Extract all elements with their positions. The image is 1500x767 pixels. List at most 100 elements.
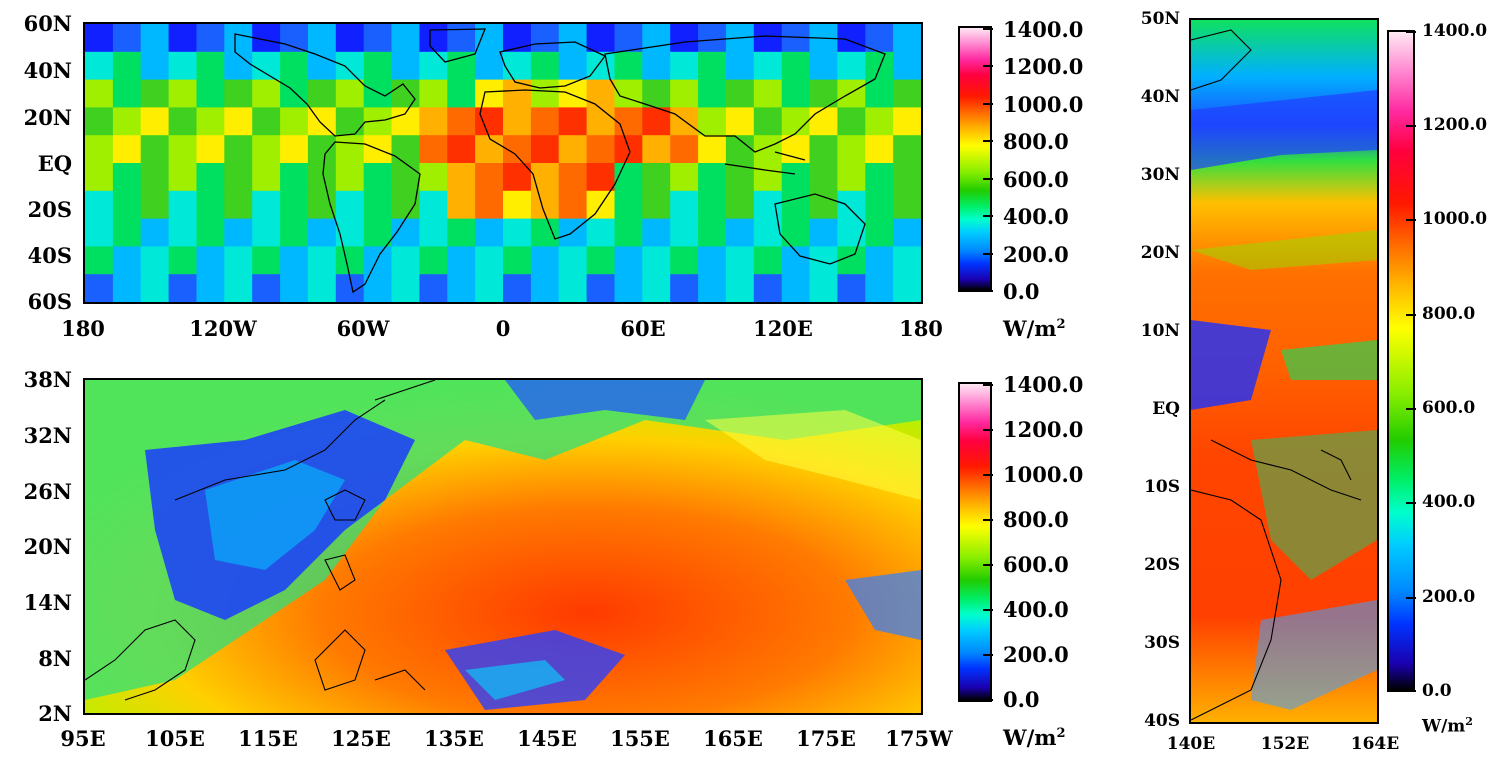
grid-cell xyxy=(614,107,643,136)
grid-cell xyxy=(140,107,170,136)
grid-cell xyxy=(865,274,894,302)
grid-cell xyxy=(614,246,643,275)
grid-cell xyxy=(698,135,727,164)
grid-cell xyxy=(224,107,253,136)
grid-cell xyxy=(753,163,783,192)
grid-cell xyxy=(224,274,253,302)
grid-cell xyxy=(503,218,532,247)
grid-cell xyxy=(335,24,365,53)
grid-cell xyxy=(447,135,476,164)
grid-cell xyxy=(224,163,253,192)
grid-cell xyxy=(586,107,616,136)
grid-cell xyxy=(391,79,420,108)
grid-cell xyxy=(475,218,504,247)
grid-cell xyxy=(391,274,420,302)
grid-cell xyxy=(781,107,811,136)
grid-cell xyxy=(447,163,476,192)
grid-cell xyxy=(725,51,755,81)
strip-colorbar-label: 1200.0 xyxy=(1422,115,1488,135)
grid-cell xyxy=(168,190,198,220)
pacific-colorbar xyxy=(958,382,992,702)
grid-cell xyxy=(753,218,783,247)
grid-cell xyxy=(725,218,755,247)
grid-cell xyxy=(85,79,114,108)
grid-cell xyxy=(140,274,170,302)
grid-cell xyxy=(280,135,309,164)
grid-cell xyxy=(837,24,866,53)
grid-cell xyxy=(586,51,616,81)
strip-lat-label: 50N xyxy=(1140,9,1180,29)
grid-cell xyxy=(419,107,448,136)
grid-cell xyxy=(837,246,866,275)
strip-lon-label: 152E xyxy=(1260,734,1310,754)
grid-cell xyxy=(307,51,337,81)
grid-cell xyxy=(112,24,142,53)
grid-cell xyxy=(753,246,783,275)
grid-cell xyxy=(335,51,365,81)
grid-cell xyxy=(475,51,504,81)
grid-cell xyxy=(85,190,114,220)
global-colorbar-label: 200.0 xyxy=(1003,242,1069,267)
grid-cell xyxy=(280,190,309,220)
grid-cell xyxy=(781,24,811,53)
grid-cell xyxy=(670,246,699,275)
grid-cell xyxy=(530,24,560,53)
grid-cell xyxy=(642,163,671,192)
grid-cell xyxy=(196,51,225,81)
grid-cell xyxy=(893,51,921,81)
strip-lat-label: 20S xyxy=(1144,555,1180,575)
grid-cell xyxy=(698,107,727,136)
grid-cell xyxy=(140,51,170,81)
grid-cell xyxy=(112,107,142,136)
grid-cell xyxy=(614,51,643,81)
grid-cell xyxy=(196,107,225,136)
strip-lat-label: 30S xyxy=(1144,633,1180,653)
grid-cell xyxy=(391,246,420,275)
grid-cell xyxy=(586,163,616,192)
colorbar-tick xyxy=(983,253,993,255)
grid-cell xyxy=(447,190,476,220)
grid-cell xyxy=(363,24,393,53)
grid-cell xyxy=(893,218,921,247)
grid-cell xyxy=(893,135,921,164)
grid-cell xyxy=(252,218,281,247)
grid-cell xyxy=(670,24,699,53)
grid-cell xyxy=(140,163,170,192)
colorbar-tick xyxy=(983,178,993,180)
pacific-lon-label: 175E xyxy=(796,726,856,751)
grid-cell xyxy=(168,79,198,108)
pacific-colorbar-label: 600.0 xyxy=(1003,552,1069,577)
grid-cell xyxy=(865,107,894,136)
grid-cell xyxy=(419,79,448,108)
global-lon-label: 60W xyxy=(336,316,390,341)
grid-cell xyxy=(168,107,198,136)
grid-cell xyxy=(391,190,420,220)
grid-cell xyxy=(503,246,532,275)
grid-cell xyxy=(781,190,811,220)
grid-cell xyxy=(614,163,643,192)
grid-cell xyxy=(558,190,588,220)
grid-cell xyxy=(140,79,170,108)
grid-cell xyxy=(475,163,504,192)
grid-cell xyxy=(558,24,588,53)
pacific-colorbar-label: 400.0 xyxy=(1003,597,1069,622)
grid-cell xyxy=(280,218,309,247)
grid-cell xyxy=(391,135,420,164)
grid-cell xyxy=(503,190,532,220)
grid-cell xyxy=(252,246,281,275)
grid-cell xyxy=(252,274,281,302)
grid-cell xyxy=(335,246,365,275)
grid-cell xyxy=(168,218,198,247)
grid-cell xyxy=(419,190,448,220)
grid-cell xyxy=(196,190,225,220)
grid-cell xyxy=(335,107,365,136)
grid-cell xyxy=(224,51,253,81)
grid-cell xyxy=(698,274,727,302)
grid-cell xyxy=(809,51,838,81)
grid-cell xyxy=(168,24,198,53)
colorbar-tick xyxy=(983,384,993,386)
grid-cell xyxy=(168,135,198,164)
colorbar-tick xyxy=(983,699,993,701)
grid-cell xyxy=(252,51,281,81)
grid-cell xyxy=(865,246,894,275)
